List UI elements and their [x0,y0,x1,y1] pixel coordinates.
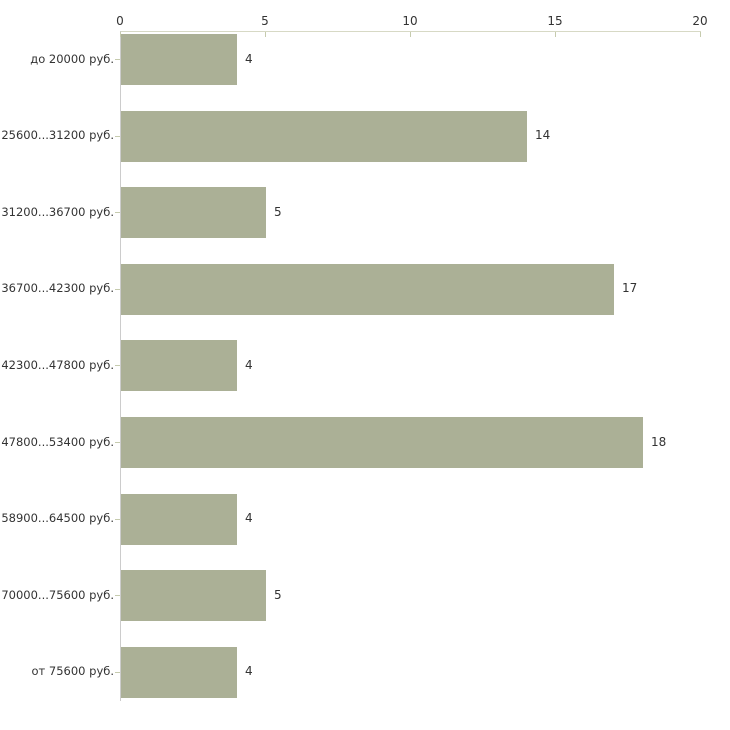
bar [121,110,527,162]
x-tick-label: 15 [547,14,563,28]
x-tick-mark [555,32,556,37]
y-tick-mark [115,595,120,597]
x-tick-mark [700,32,701,37]
y-axis-line [120,31,121,701]
x-tick-label: 20 [692,14,708,28]
bar-value-label: 14 [535,128,551,143]
category-label: 70000...75600 руб. [1,587,114,602]
bar [121,417,643,468]
x-tick-mark [265,32,266,37]
bar-value-label: 4 [245,51,253,66]
y-tick-mark [115,288,120,290]
category-label: 47800...53400 руб. [1,434,114,449]
bar-value-label: 17 [622,281,638,296]
bar-value-label: 4 [245,511,253,526]
y-tick-mark [115,442,120,443]
y-tick-mark [115,365,120,367]
x-tick-label: 10 [402,14,418,28]
bar [121,34,237,85]
category-label: 31200...36700 руб. [1,204,114,219]
x-axis-line [120,31,701,32]
bar-value-label: 18 [651,434,667,449]
y-tick-mark [115,59,120,60]
x-tick-mark [410,32,411,37]
y-tick-mark [115,135,120,137]
x-tick-label: 5 [261,14,269,28]
bar-value-label: 4 [245,664,253,679]
category-label: 42300...47800 руб. [1,357,114,372]
bar [121,263,614,315]
category-label: до 20000 руб. [30,51,114,66]
bar [121,570,266,622]
bar [121,187,266,239]
bar-value-label: 5 [274,204,282,219]
category-label: от 75600 руб. [31,664,114,679]
x-tick-mark [120,32,121,37]
category-label: 58900...64500 руб. [1,511,114,526]
x-tick-label: 0 [116,14,124,28]
category-label: 25600...31200 руб. [1,128,114,143]
bar [121,493,237,545]
category-label: 36700...42300 руб. [1,281,114,296]
y-tick-mark [115,518,120,520]
y-tick-mark [115,671,120,673]
y-tick-mark [115,212,120,214]
bar-value-label: 4 [245,357,253,372]
bar [121,340,237,392]
bar [121,646,237,698]
bar-value-label: 5 [274,587,282,602]
